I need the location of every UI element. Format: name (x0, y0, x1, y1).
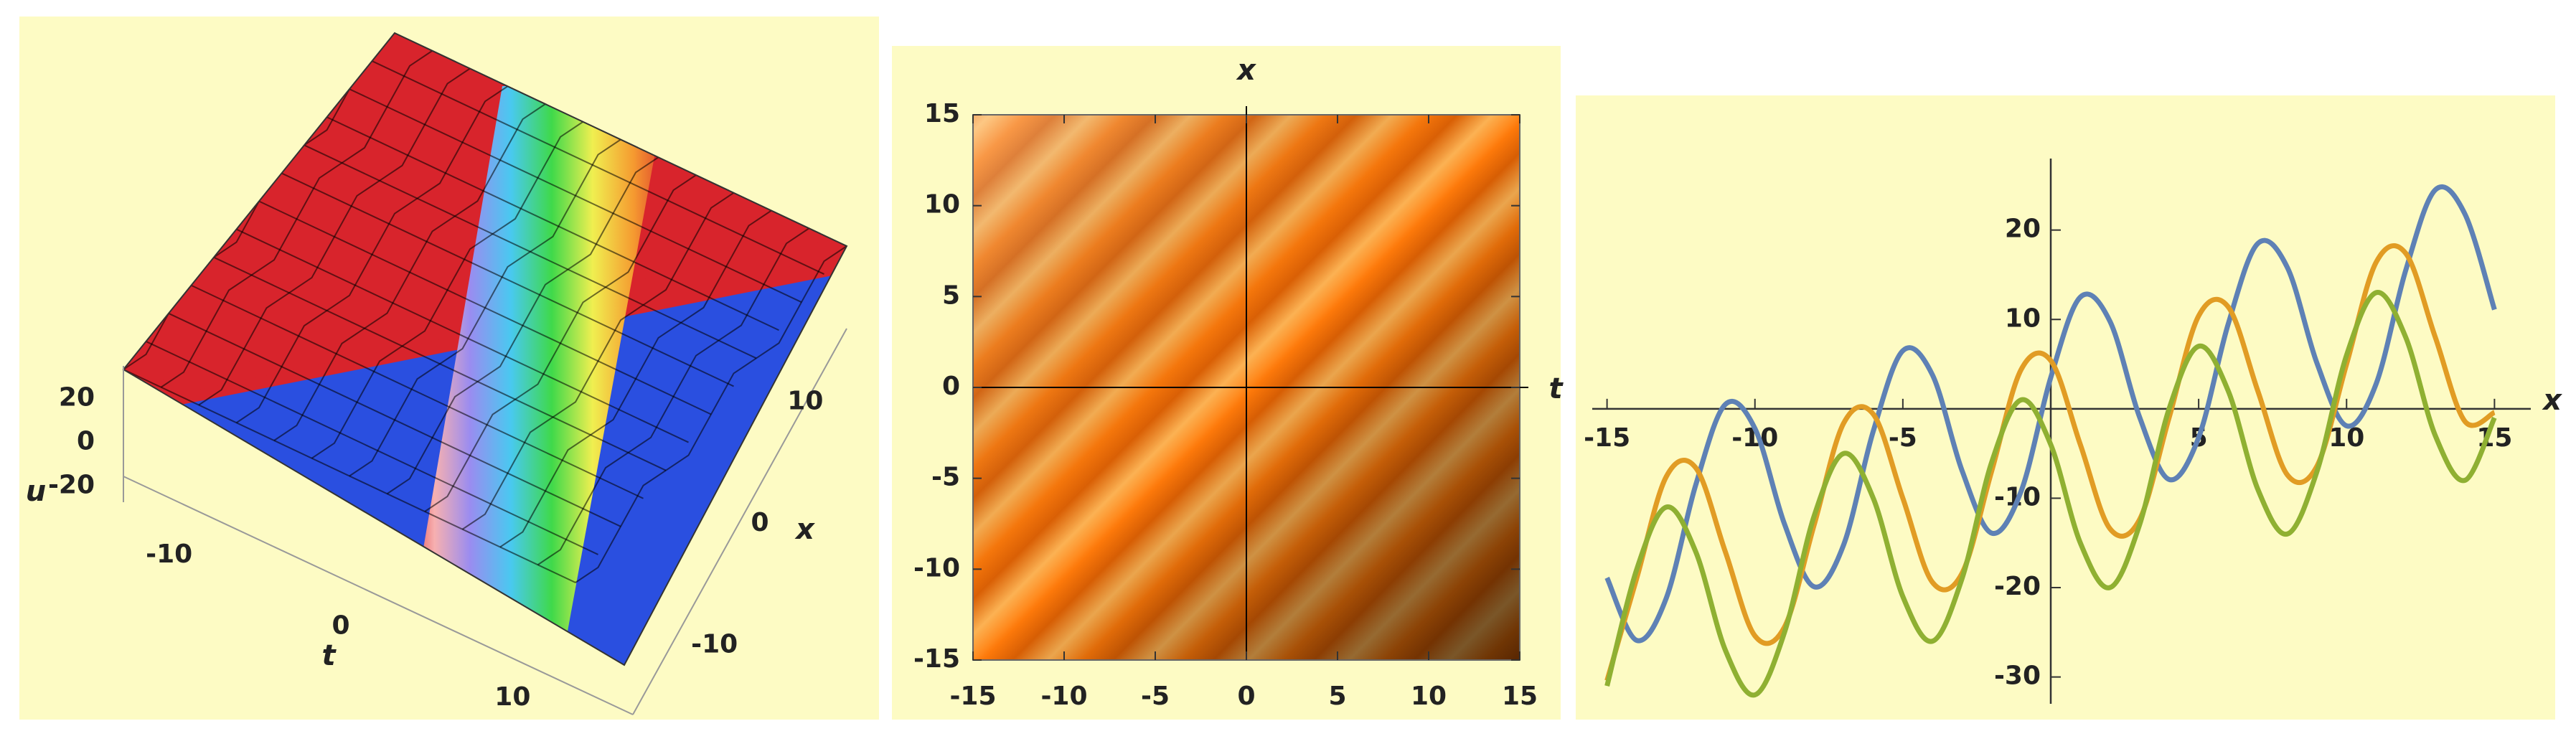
mesh-line (372, 60, 824, 275)
mesh-line (191, 284, 644, 499)
y-axis-label: t (321, 639, 337, 672)
mesh-line (326, 116, 779, 331)
x-tick-label: 5 (1328, 682, 1346, 711)
y-tick-label: 0 (942, 372, 960, 401)
y-tick-label: -30 (1994, 661, 2041, 691)
y-tick-label: -10 (146, 540, 192, 569)
x-tick-label: 10 (787, 387, 823, 416)
y-tick-label: 10 (494, 682, 530, 712)
x-tick-label: 0 (1237, 682, 1255, 711)
x-tick-label: 10 (1411, 682, 1447, 711)
x-axis-label: x (794, 513, 815, 546)
mesh-line (236, 228, 689, 443)
mesh-line (281, 172, 734, 387)
y-tick-label: 5 (942, 281, 960, 310)
x-axis-label: t (1548, 372, 1564, 405)
y-tick-label: 15 (924, 99, 960, 128)
x-tick-label: 15 (1502, 682, 1538, 711)
axis-line (123, 476, 634, 715)
y-tick-label: -5 (931, 463, 960, 492)
y-tick-label: -15 (913, 644, 960, 674)
surface-outline (122, 32, 848, 666)
y-tick-label: -20 (1994, 572, 2041, 601)
z-tick-label: -20 (48, 471, 95, 500)
x-tick-label: -10 (691, 629, 738, 659)
series-line (1604, 290, 2497, 698)
series-line (1604, 243, 2496, 682)
mesh-curve (575, 245, 847, 583)
x-tick-label: 0 (751, 508, 768, 537)
x-tick-label: -15 (949, 682, 996, 711)
x-tick-label: -5 (1889, 423, 1917, 453)
y-tick-label: -10 (913, 553, 960, 583)
series-line (1604, 184, 2497, 644)
mesh-curve (499, 209, 772, 548)
mesh-curve (537, 227, 810, 566)
z-tick-label: 0 (77, 427, 95, 456)
y-tick-label: 20 (2005, 215, 2041, 244)
x-tick-label: -5 (1141, 682, 1170, 711)
y-tick-label: 0 (332, 611, 349, 641)
z-tick-label: 20 (59, 383, 95, 413)
y-tick-label: 10 (924, 190, 960, 220)
x-tick-label: -15 (1584, 423, 1630, 453)
surface-band (402, 86, 667, 665)
x-tick-label: -10 (1040, 682, 1087, 711)
z-axis-label: u (26, 475, 46, 508)
mesh-line (123, 369, 576, 583)
mesh-line (146, 341, 598, 555)
axis-line (632, 328, 847, 715)
x-axis-label: x (2542, 384, 2562, 417)
y-tick-label: 10 (2005, 303, 2041, 333)
y-axis-label: x (1236, 54, 1256, 87)
